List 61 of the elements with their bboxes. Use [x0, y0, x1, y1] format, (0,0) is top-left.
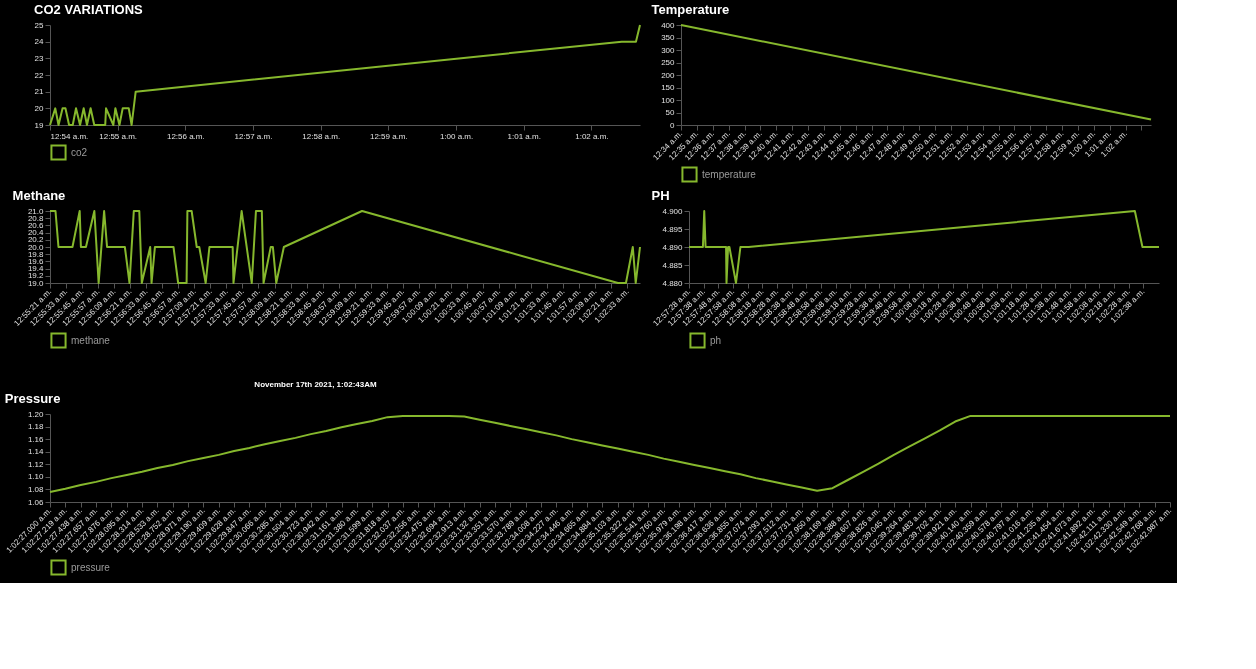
y-tick-label: 24 [34, 37, 45, 47]
x-tick-label: 12:55 a.m. [99, 131, 138, 141]
y-tick-label: 21 [34, 87, 45, 97]
y-tick-label: 19.4 [27, 264, 45, 274]
y-tick-label: 20.4 [27, 228, 45, 238]
legend-label: pressure [71, 561, 111, 573]
text: November 17th 2021, 1:02:43AM [254, 380, 377, 389]
y-tick-label: 1.16 [27, 434, 45, 444]
chart-title: CO2 VARIATIONS [34, 2, 144, 17]
y-tick-label: 200 [661, 70, 676, 80]
y-tick-label: 100 [661, 95, 676, 105]
y-tick-label: 4.890 [662, 242, 684, 252]
y-tick-label: 1.18 [27, 422, 45, 432]
chart-title: PH [651, 188, 670, 203]
chart-title: Methane [12, 188, 66, 203]
line-series [49, 414, 1171, 493]
chart-title: Pressure [4, 391, 61, 406]
y-tick-label: 400 [661, 20, 676, 30]
y-tick-label: 1.14 [27, 447, 45, 457]
y-tick-label: 25 [34, 20, 45, 30]
y-tick-label: 4.880 [662, 278, 684, 288]
y-tick-label: 20 [34, 103, 45, 113]
legend-label: temperature [702, 168, 757, 180]
y-tick-label: 21.0 [27, 206, 45, 216]
y-tick-label: 150 [661, 83, 676, 92]
y-tick-label: 20.8 [27, 213, 45, 223]
y-tick-label: 1.06 [27, 497, 45, 507]
y-tick-label: 20.2 [27, 235, 45, 245]
y-tick-label: 4.885 [662, 260, 684, 270]
y-tick-label: 350 [661, 33, 676, 42]
y-tick-label: 300 [661, 45, 676, 55]
y-tick-label: 19.8 [27, 249, 45, 259]
y-tick-label: 20.0 [27, 242, 45, 252]
x-tick-label: 12:59 a.m. [369, 131, 408, 141]
x-tick-label: 12:58 a.m. [302, 131, 341, 141]
y-tick-label: 250 [661, 58, 676, 67]
x-tick-label: 1:02 a.m. [575, 131, 609, 141]
y-tick-label: 1.20 [27, 409, 45, 419]
y-tick-label: 0 [670, 120, 676, 130]
x-tick-label: 12:54 a.m. [50, 131, 89, 141]
chart-title: Temperature [651, 2, 730, 17]
y-tick-label: 19 [34, 120, 45, 130]
x-tick-label: 12:57 a.m. [234, 131, 273, 141]
y-tick-label: 1.10 [27, 472, 45, 482]
y-tick-label: 23 [34, 53, 45, 63]
text: methane [71, 334, 111, 346]
y-tick-label: 4.900 [662, 206, 684, 216]
y-tick-label: 4.895 [662, 224, 684, 234]
y-tick-label: 1.08 [27, 484, 45, 494]
x-tick-label: 12:56 a.m. [166, 131, 205, 141]
y-tick-label: 20.6 [27, 220, 45, 230]
x-tick-label: 1:01 a.m. [507, 131, 541, 141]
y-tick-label: 19.6 [27, 256, 45, 266]
legend-label: co2 [71, 146, 88, 158]
y-tick-label: 19.0 [27, 278, 45, 288]
legend-label: ph [710, 334, 722, 346]
y-tick-label: 19.2 [27, 271, 45, 281]
y-tick-label: 50 [665, 108, 676, 117]
y-tick-label: 1.12 [27, 459, 45, 469]
y-tick-label: 22 [34, 70, 45, 80]
x-tick-label: 1:00 a.m. [439, 131, 474, 141]
